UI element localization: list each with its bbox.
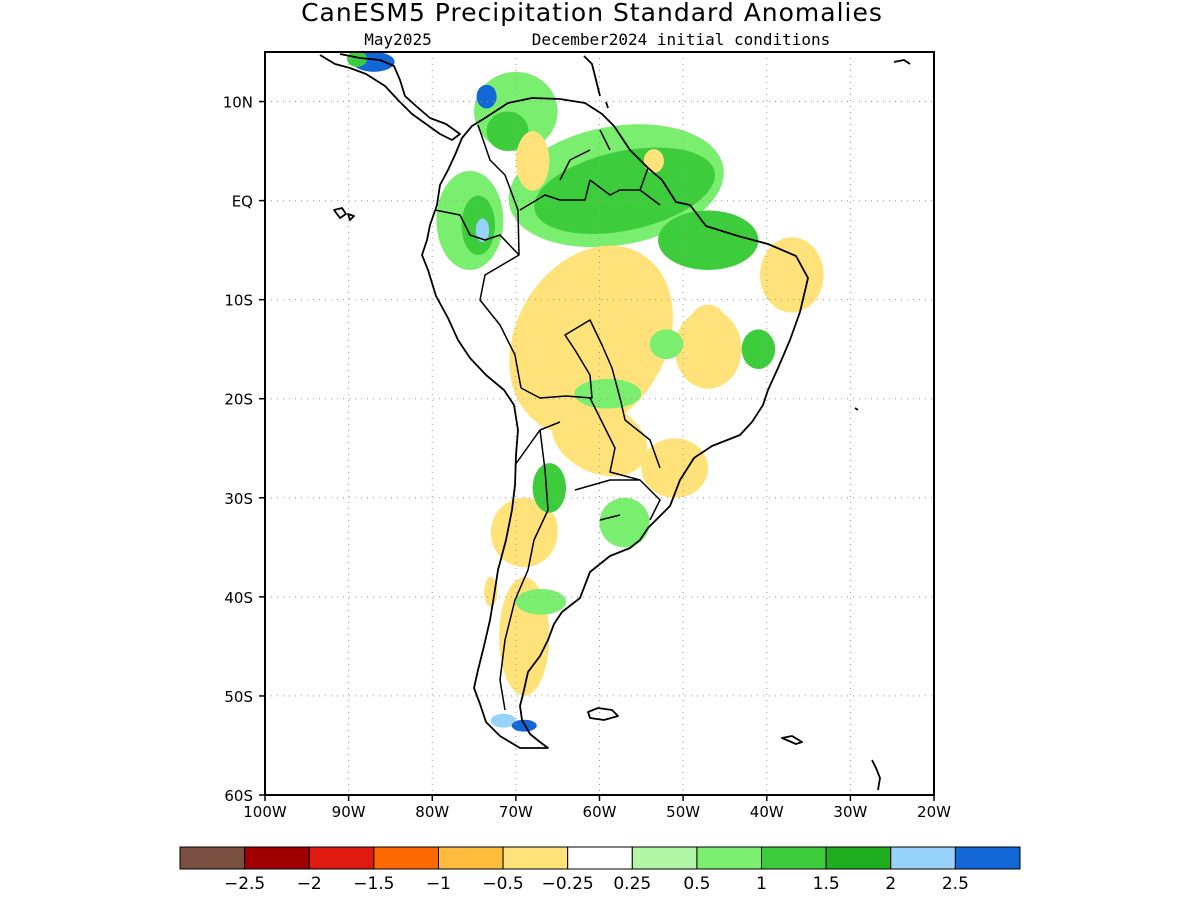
central-america-coastline — [319, 53, 461, 141]
colorbar-swatch — [567, 846, 633, 870]
map-area — [265, 52, 934, 795]
longitude-tick-label: 60W — [583, 803, 617, 821]
forecast-month: May2025 — [364, 30, 431, 49]
longitude-tick-label: 30W — [833, 803, 867, 821]
anomaly-region — [475, 218, 490, 243]
anomaly-region — [691, 304, 725, 335]
colorbar-label: 1.5 — [813, 874, 840, 894]
latitude-tick-label: 10S — [224, 292, 253, 310]
galapagos-islands — [333, 207, 355, 221]
latitude-tick-label: 20S — [224, 391, 253, 409]
anomaly-region — [658, 210, 759, 270]
map-title: CanESM5 Precipitation Standard Anomalies — [301, 0, 883, 27]
colorbar-swatch — [761, 846, 827, 870]
anomaly-region — [760, 237, 824, 313]
longitude-tick-label: 70W — [499, 803, 533, 821]
country-borders — [434, 124, 661, 711]
colorbar-label: −1 — [426, 874, 451, 894]
colorbar-swatch — [179, 846, 246, 870]
anomaly-region — [490, 713, 516, 728]
anomaly-region — [507, 616, 541, 696]
longitude-tick-label: 90W — [332, 803, 366, 821]
colorbar-swatch — [373, 846, 439, 870]
colorbar-label: −0.5 — [482, 874, 523, 894]
colorbar-swatch — [437, 846, 504, 870]
atlantic-islands — [854, 407, 881, 791]
longitude-tick-label: 100W — [243, 803, 287, 821]
colorbar: −2.5 −2 −1.5 −1 −0.5 −0.25 0.25 0.5 1 1.5 2 2.5 — [179, 846, 1021, 894]
anomaly-region — [574, 378, 642, 409]
caribbean-islands — [583, 55, 911, 109]
anomaly-region — [559, 404, 623, 453]
longitude-tick-label: 50W — [666, 803, 700, 821]
anomaly-region — [515, 131, 550, 191]
anomaly-region — [532, 463, 567, 513]
colorbar-label: 1 — [756, 874, 767, 894]
anomaly-region — [515, 588, 567, 615]
colorbar-swatch — [890, 846, 956, 870]
initial-conditions-label: December2024 initial conditions — [532, 30, 831, 49]
latitude-tick-label: 60S — [224, 787, 253, 805]
anomaly-region — [476, 84, 497, 109]
colorbar-label: −2.5 — [224, 874, 265, 894]
colorbar-label: −1.5 — [353, 874, 394, 894]
coastline-layer — [319, 53, 911, 791]
anomaly-region — [649, 329, 684, 360]
latitude-tick-label: 30S — [224, 490, 253, 508]
anomaly-region — [643, 149, 664, 173]
longitude-tick-label: 40W — [750, 803, 784, 821]
anomaly-region — [524, 507, 558, 548]
latitude-tick-label: 50S — [224, 688, 253, 706]
falkland-islands — [587, 707, 619, 721]
colorbar-label: 2 — [885, 874, 896, 894]
colorbar-swatch — [502, 846, 569, 870]
colorbar-label: −0.25 — [542, 874, 594, 894]
south-america-coastline — [421, 97, 809, 749]
colorbar-swatch — [631, 846, 698, 870]
colorbar-swatch — [244, 846, 310, 870]
anomaly-region — [674, 309, 742, 389]
colorbar-label: 0.25 — [613, 874, 651, 894]
anomaly-region — [741, 329, 776, 370]
anomaly-region — [599, 497, 650, 548]
latitude-tick-label: 10N — [223, 94, 253, 112]
colorbar-label: −2 — [297, 874, 322, 894]
colorbar-swatch — [825, 846, 892, 870]
latitude-axis: 10N EQ 10S 20S 30S 40S 50S 60S — [223, 94, 265, 805]
colorbar-swatch — [954, 846, 1021, 870]
longitude-axis: 100W 90W 80W 70W 60W 50W 40W 30W 20W — [243, 795, 951, 821]
colorbar-swatch — [308, 846, 375, 870]
anomaly-region — [486, 111, 529, 152]
colorbar-label: 2.5 — [942, 874, 969, 894]
longitude-tick-label: 80W — [415, 803, 449, 821]
latitude-tick-label: 40S — [224, 589, 253, 607]
anomaly-region — [558, 307, 574, 322]
anomaly-shading-layer — [346, 52, 824, 732]
latitude-tick-label: EQ — [232, 193, 253, 211]
south-georgia — [781, 735, 803, 745]
colorbar-label: 0.5 — [683, 874, 710, 894]
anomaly-region — [641, 438, 709, 498]
colorbar-swatch — [696, 846, 763, 870]
longitude-tick-label: 20W — [917, 803, 951, 821]
